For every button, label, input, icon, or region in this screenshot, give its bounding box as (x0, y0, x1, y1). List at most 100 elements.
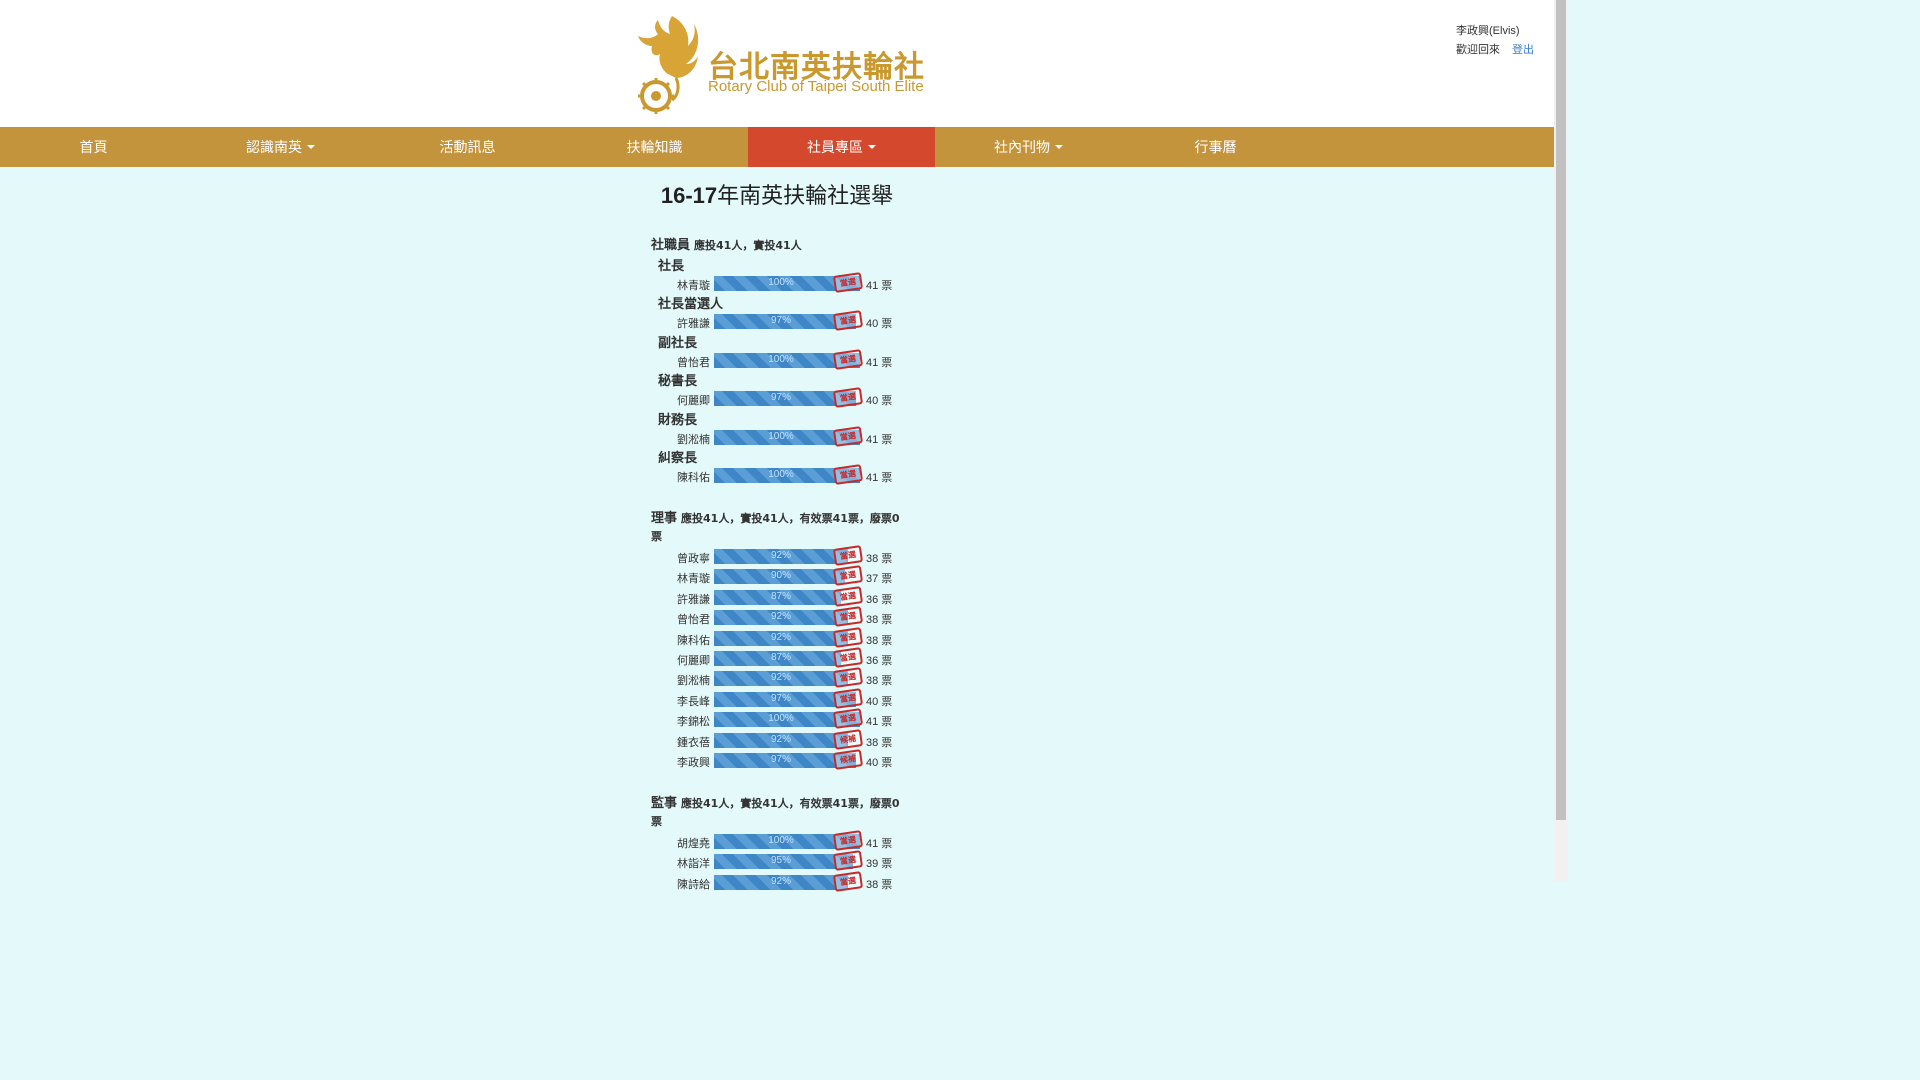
vote-percent: 97% (770, 315, 791, 327)
rotary-phoenix-logo-icon (638, 16, 699, 114)
nav-item-0[interactable]: 首頁 (0, 127, 187, 167)
nav-item-4[interactable]: 社員專區 (748, 127, 935, 167)
page-title: 16-17年南英扶輪社選舉 (0, 178, 1554, 210)
directors-heading: 理事 應投41人，實投41人，有效票41票，廢票0票 (651, 510, 903, 546)
candidate-row: 陳詩給 92% 當選 38 票 (650, 870, 900, 892)
nav-item-1[interactable]: 認識南英 (187, 127, 374, 167)
page-title-year: 16-17 (660, 183, 718, 208)
candidate-name: 曾怡君 (677, 355, 710, 369)
candidate-row: 林青璇 100% 當選 41 票 (650, 272, 900, 293)
vote-progress-bar: 100% 當選 (714, 272, 864, 293)
candidate-name: 鍾衣蓓 (677, 735, 710, 749)
vote-percent: 100% (768, 430, 794, 442)
candidate-row: 胡煌堯 100% 當選 41 票 (650, 830, 900, 851)
vote-progress-bar: 90% 當選 (714, 565, 864, 587)
user-box: 李政興(Elvis) 歡迎回來 登出 (1456, 22, 1534, 60)
candidate-name: 曾政寧 (677, 552, 710, 565)
vote-bar-fill (714, 468, 860, 483)
vote-count: 41 票 (866, 356, 893, 369)
vote-count: 41 票 (866, 716, 893, 729)
elected-stamp-icon: 當選 (832, 626, 864, 648)
candidate-row: 許雅謙 87% 當選 36 票 (650, 585, 900, 607)
page-title-text: 年南英扶輪社選舉 (717, 184, 894, 209)
nav-item-label: 社內刊物 (994, 140, 1050, 156)
candidate-row: 何麗卿 87% 當選 36 票 (650, 647, 900, 668)
vote-count: 38 票 (866, 634, 893, 647)
section-title: 監事 (651, 796, 678, 811)
vote-percent: 97% (770, 392, 791, 404)
scrollbar-thumb[interactable] (1556, 0, 1566, 820)
elected-stamp-icon: 候補 (832, 728, 864, 750)
vote-percent: 92% (770, 672, 791, 684)
elected-stamp-icon: 當選 (832, 667, 864, 689)
vote-percent: 87% (770, 652, 791, 663)
vote-percent: 100% (768, 835, 794, 846)
candidate-name: 何麗卿 (677, 394, 710, 408)
vote-progress-bar: 100% 當選 (714, 348, 864, 370)
vote-percent: 90% (770, 570, 791, 582)
vote-percent: 92% (770, 733, 791, 745)
logout-link[interactable]: 登出 (1512, 44, 1534, 56)
elected-stamp-icon: 當選 (832, 348, 864, 370)
vote-progress-bar: 87% 當選 (714, 647, 864, 668)
nav-item-2[interactable]: 活動訊息 (374, 127, 561, 167)
supervisors-heading: 監事 應投41人，實投41人，有效票41票，廢票0票 (651, 795, 903, 831)
candidate-row: 曾怡君 92% 當選 38 票 (650, 606, 900, 628)
candidate-row: 劉淞楠 92% 當選 38 票 (650, 667, 900, 689)
vote-bar-fill (714, 651, 841, 666)
candidate-name: 許雅謙 (677, 317, 710, 331)
vote-progress-bar: 97% 當選 (714, 310, 864, 332)
candidate-name: 何麗卿 (677, 654, 710, 667)
vote-count: 40 票 (866, 757, 893, 769)
vote-bar-fill (714, 352, 860, 368)
nav-item-5[interactable]: 社內刊物 (935, 127, 1122, 167)
position-title: 秘書長 (658, 374, 698, 390)
vote-bar-fill (714, 569, 845, 585)
elected-stamp-icon: 當選 (832, 565, 864, 587)
vote-bar-fill (714, 589, 841, 605)
candidate-row: 李錦松 100% 當選 41 票 (650, 708, 900, 730)
vote-count: 41 票 (866, 280, 893, 292)
nav-item-6[interactable]: 行事曆 (1122, 127, 1309, 167)
site-header: 台北南英扶輪社 Rotary Club of Taipei South Elit… (0, 0, 1554, 127)
vote-progress-bar: 97% 當選 (714, 687, 864, 709)
club-logo[interactable]: 台北南英扶輪社 Rotary Club of Taipei South Elit… (632, 12, 932, 116)
candidate-name: 林詣洋 (677, 857, 710, 871)
vote-progress-bar: 97% 當選 (714, 387, 864, 409)
candidate-name: 李長峰 (677, 694, 710, 708)
caret-down-icon (1055, 145, 1063, 149)
vote-count: 41 票 (866, 472, 893, 484)
page-scrollbar[interactable] (1554, 0, 1568, 882)
vote-count: 38 票 (866, 614, 893, 627)
elected-stamp-icon: 當選 (832, 850, 864, 872)
vote-progress-bar: 100% 當選 (714, 425, 864, 447)
vote-progress-bar: 92% 當選 (714, 545, 864, 566)
vote-progress-bar: 97% 候補 (714, 749, 864, 770)
vote-bar-fill (714, 854, 853, 870)
candidate-name: 林青璇 (677, 279, 710, 292)
candidate-row: 李長峰 97% 當選 40 票 (650, 687, 900, 709)
nav-item-label: 扶輪知識 (626, 140, 683, 156)
candidate-name: 劉淞楠 (677, 432, 710, 446)
elected-stamp-icon: 當選 (832, 606, 864, 628)
vote-percent: 100% (768, 353, 794, 365)
section-note: 應投41人，實投41人 (694, 239, 802, 252)
vote-bar-fill (714, 630, 848, 646)
section-note: 應投41人，實投41人，有效票41票，廢票0票 (651, 512, 900, 543)
vote-percent: 92% (770, 875, 791, 887)
vote-count: 40 票 (866, 695, 893, 708)
section-title: 社職員 (651, 238, 691, 253)
vote-count: 38 票 (866, 675, 893, 688)
position-title: 社長 (658, 259, 685, 274)
vote-bar-fill (714, 874, 848, 890)
vote-percent: 87% (770, 590, 791, 602)
candidate-name: 李政興 (677, 756, 710, 769)
candidate-name: 林青璇 (677, 572, 710, 586)
candidate-name: 李錦松 (677, 715, 710, 729)
vote-bar-fill (714, 314, 856, 330)
user-name: 李政興(Elvis) (1456, 25, 1520, 37)
nav-item-3[interactable]: 扶輪知識 (561, 127, 748, 167)
candidate-row: 許雅謙 97% 當選 40 票 (650, 310, 900, 332)
vote-bar-fill (714, 391, 856, 407)
vote-count: 39 票 (866, 858, 893, 871)
